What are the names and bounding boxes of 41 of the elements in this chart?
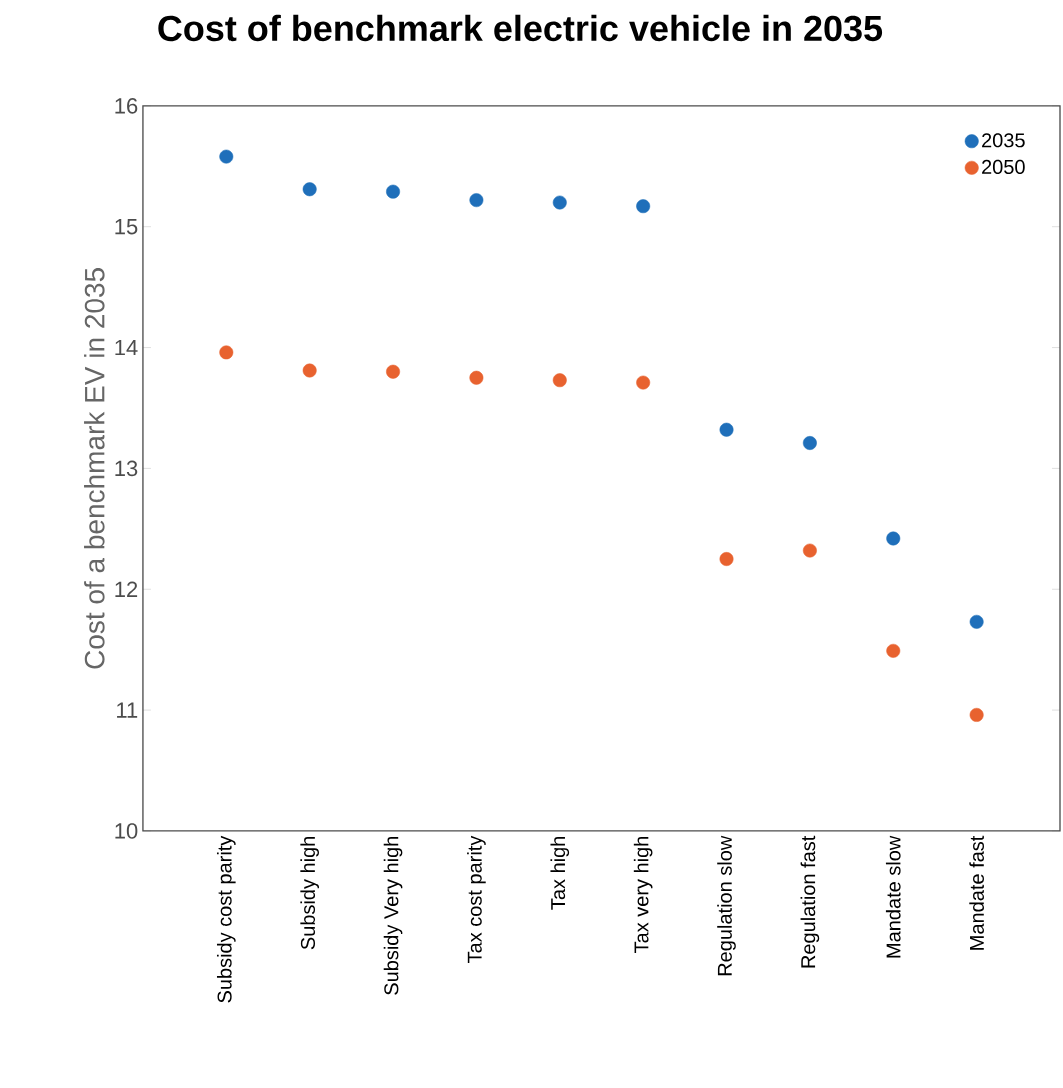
x-tick-label: Tax cost parity [467, 835, 486, 964]
x-tick-label: Regulation fast [800, 835, 820, 968]
y-tick-label: 15 [115, 219, 138, 235]
legend-label: 2035 [982, 133, 1025, 148]
point [719, 422, 734, 437]
point [302, 363, 317, 378]
y-tick-label: 16 [115, 98, 138, 114]
point [469, 193, 484, 208]
point [886, 531, 901, 546]
y-tick-label: 13 [115, 460, 138, 477]
point [636, 199, 651, 214]
y-tick-label: 10 [115, 823, 138, 839]
point [802, 436, 817, 450]
y-axis-title: Cost of a benchmark EV in 2035 [84, 268, 105, 669]
x-tick-label: Subsidy cost parity [217, 835, 236, 1003]
x-tick-label: Tax very high [633, 836, 653, 954]
point [552, 373, 567, 388]
point [802, 543, 817, 558]
point [886, 643, 901, 658]
x-tick-label: Subsidy Very high [383, 836, 403, 995]
y-tick-label: 12 [115, 581, 138, 597]
point [469, 370, 484, 385]
point [302, 182, 317, 197]
point [969, 707, 984, 722]
point [719, 552, 734, 566]
x-tick-label: Mandate fast [969, 835, 984, 950]
point [219, 345, 234, 360]
point [552, 195, 567, 210]
point [969, 614, 984, 629]
y-tick-label: 14 [115, 339, 138, 356]
x-tick-label: Subsidy high [300, 836, 320, 950]
x-tick-label: Mandate slow [885, 835, 901, 958]
legend-label: 2050 [982, 159, 1025, 174]
x-tick-label: Tax high [550, 836, 570, 910]
y-tick-label: 11 [117, 702, 138, 718]
point [386, 364, 401, 379]
x-tick-label: Regulation slow [717, 835, 736, 976]
point [219, 149, 234, 164]
point [636, 375, 651, 390]
point [386, 184, 401, 199]
chart-title: Cost of benchmark electric vehicle in 2035 [158, 14, 883, 42]
